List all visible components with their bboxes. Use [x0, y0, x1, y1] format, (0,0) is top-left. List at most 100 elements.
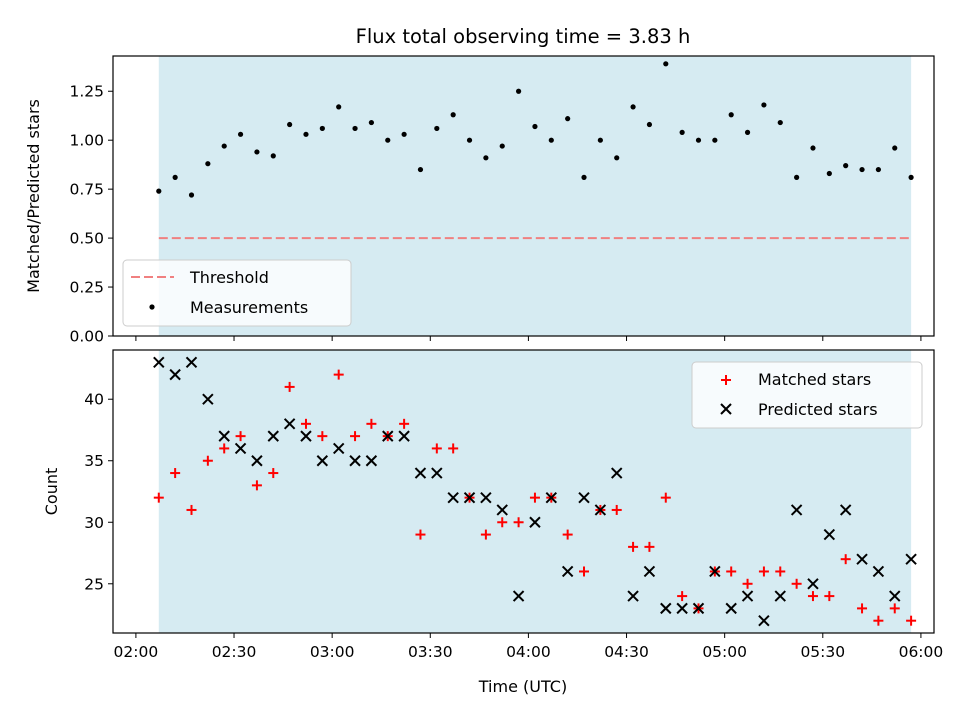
predicted-star-point	[283, 418, 296, 430]
predicted-star-point	[398, 430, 410, 442]
top-panel: 0.00 0.25 0.50 0.75 1.00 1.25 Matched/Predict…	[24, 55, 935, 346]
predicted-star-point	[463, 491, 476, 504]
measurement-point	[777, 119, 783, 126]
top-y-tick-label: 1.25	[69, 83, 104, 101]
matched-star-point	[742, 578, 753, 589]
measurement-point	[336, 104, 342, 110]
x-tick-label: 04:00	[506, 643, 551, 661]
bottom-y-axis-label: Count	[42, 468, 61, 516]
predicted-star-point	[153, 356, 165, 369]
x-tick-label: 03:00	[310, 643, 355, 661]
matched-star-point	[300, 418, 311, 429]
predicted-star-point	[300, 430, 312, 442]
x-tick-label: 02:00	[114, 643, 159, 661]
predicted-star-point	[872, 565, 885, 578]
matched-star-point	[906, 615, 917, 626]
predicted-star-point	[332, 442, 345, 455]
legend-predicted-label: Predicted stars	[758, 400, 878, 419]
bottom-y-tick-label: 35	[84, 452, 104, 470]
matched-star-point	[480, 529, 491, 540]
predicted-star-point	[905, 553, 917, 565]
predicted-star-point	[676, 602, 688, 615]
predicted-star-point	[758, 614, 770, 627]
legend-matched-swatch	[721, 375, 731, 385]
predicted-star-point	[365, 455, 378, 467]
matched-star-point	[857, 603, 868, 614]
matched-star-point	[186, 504, 197, 515]
top-x-ticks	[135, 336, 922, 341]
matched-star-point	[415, 529, 426, 540]
measurement-point	[417, 166, 424, 173]
measurement-point	[761, 102, 767, 108]
measurement-point	[401, 131, 407, 137]
predicted-star-point	[202, 393, 214, 405]
matched-star-point	[251, 480, 262, 491]
top-y-axis-label: Matched/Predicted stars	[24, 99, 43, 293]
matched-star-point	[791, 578, 802, 589]
matched-star-point	[268, 468, 279, 479]
measurement-point	[810, 145, 816, 151]
predicted-star-point	[218, 430, 230, 442]
measurement-point	[597, 137, 603, 143]
matched-star-point	[448, 443, 459, 454]
measurement-point	[483, 155, 489, 161]
measurement-point	[728, 112, 734, 118]
measurement-point	[630, 104, 636, 110]
measurement-point	[712, 137, 718, 143]
measurement-point	[434, 125, 440, 132]
predicted-star-point	[741, 590, 754, 602]
predicted-star-point	[643, 565, 656, 578]
measurement-point	[679, 129, 685, 135]
measurement-point	[205, 161, 211, 167]
measurement-point	[352, 125, 358, 132]
top-legend-box	[122, 259, 352, 327]
x-tick-label: 05:30	[800, 643, 845, 661]
predicted-star-point	[790, 504, 803, 516]
matched-star-point	[628, 541, 639, 552]
matched-star-point	[775, 566, 786, 577]
matched-star-point	[219, 443, 230, 454]
matched-star-point	[873, 615, 884, 626]
top-y-tick-label: 0.50	[69, 230, 104, 248]
predicted-star-point	[774, 590, 786, 602]
matched-star-point	[431, 443, 442, 454]
legend-threshold-label: Threshold	[189, 268, 269, 287]
measurement-point	[188, 192, 195, 198]
x-tick-label: 02:30	[212, 643, 257, 661]
measurement-point	[646, 121, 653, 128]
measurement-point	[450, 112, 456, 118]
matched-star-point	[889, 603, 900, 614]
chart-title: Flux total observing time = 3.83 h	[356, 25, 691, 48]
matched-stars-points	[153, 369, 917, 626]
measurement-point	[565, 116, 571, 122]
legend-measurements-label: Measurements	[190, 298, 308, 317]
top-axes-frame	[112, 55, 935, 337]
predicted-star-point	[185, 356, 198, 369]
matched-star-point	[726, 566, 737, 577]
predicted-star-point	[382, 430, 394, 442]
x-tick-label: 05:00	[702, 643, 747, 661]
predicted-star-point	[627, 590, 639, 602]
x-axis-label: Time (UTC)	[478, 677, 567, 696]
bottom-x-ticks: 02:00 02:30 03:00 03:30 04:00 04:30 05:00 05:30…	[114, 633, 943, 661]
bottom-axes-frame	[112, 349, 935, 634]
top-y-tick-label: 0.75	[69, 181, 104, 199]
bottom-y-tick-label: 40	[84, 391, 104, 409]
matched-star-point	[529, 492, 540, 503]
matched-star-point	[840, 554, 851, 565]
matched-star-point	[824, 591, 835, 602]
predicted-star-point	[692, 602, 705, 615]
predicted-star-point	[349, 455, 361, 467]
measurement-point	[466, 137, 473, 143]
top-y-tick-label: 1.00	[69, 132, 104, 150]
predicted-star-point	[447, 491, 459, 504]
matched-star-point	[513, 517, 524, 528]
predicted-star-point	[496, 504, 508, 516]
measurement-point	[875, 166, 881, 173]
matched-star-point	[284, 381, 295, 392]
matched-star-point	[153, 492, 164, 503]
matched-star-point	[333, 369, 344, 380]
measurement-point	[237, 131, 244, 137]
